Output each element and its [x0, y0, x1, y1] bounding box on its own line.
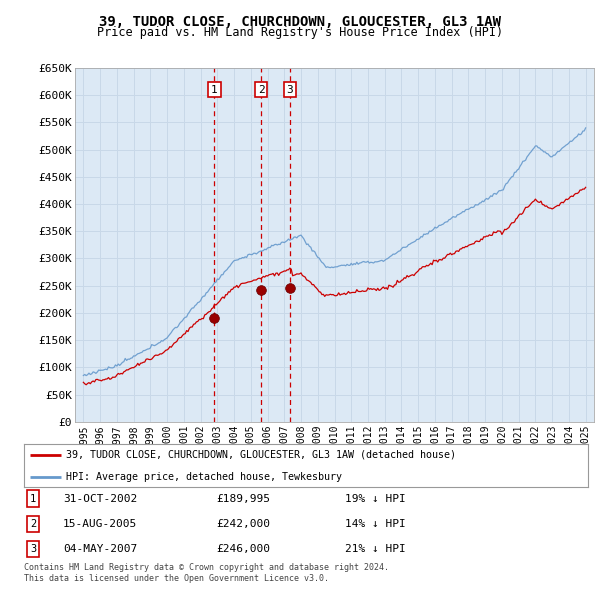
- Text: Contains HM Land Registry data © Crown copyright and database right 2024.: Contains HM Land Registry data © Crown c…: [24, 563, 389, 572]
- Text: HPI: Average price, detached house, Tewkesbury: HPI: Average price, detached house, Tewk…: [66, 473, 342, 483]
- Text: £189,995: £189,995: [216, 494, 270, 503]
- Text: 39, TUDOR CLOSE, CHURCHDOWN, GLOUCESTER, GL3 1AW: 39, TUDOR CLOSE, CHURCHDOWN, GLOUCESTER,…: [99, 15, 501, 29]
- Text: 31-OCT-2002: 31-OCT-2002: [63, 494, 137, 503]
- Text: Price paid vs. HM Land Registry's House Price Index (HPI): Price paid vs. HM Land Registry's House …: [97, 26, 503, 39]
- Text: 04-MAY-2007: 04-MAY-2007: [63, 545, 137, 554]
- Text: 3: 3: [287, 84, 293, 94]
- Text: 19% ↓ HPI: 19% ↓ HPI: [345, 494, 406, 503]
- Text: 15-AUG-2005: 15-AUG-2005: [63, 519, 137, 529]
- Text: 39, TUDOR CLOSE, CHURCHDOWN, GLOUCESTER, GL3 1AW (detached house): 39, TUDOR CLOSE, CHURCHDOWN, GLOUCESTER,…: [66, 450, 457, 460]
- Text: 21% ↓ HPI: 21% ↓ HPI: [345, 545, 406, 554]
- Text: 1: 1: [30, 494, 36, 503]
- Text: 2: 2: [258, 84, 265, 94]
- Text: 2: 2: [30, 519, 36, 529]
- Text: £242,000: £242,000: [216, 519, 270, 529]
- Text: 3: 3: [30, 545, 36, 554]
- Text: 14% ↓ HPI: 14% ↓ HPI: [345, 519, 406, 529]
- Text: 1: 1: [211, 84, 218, 94]
- Text: This data is licensed under the Open Government Licence v3.0.: This data is licensed under the Open Gov…: [24, 574, 329, 583]
- Text: £246,000: £246,000: [216, 545, 270, 554]
